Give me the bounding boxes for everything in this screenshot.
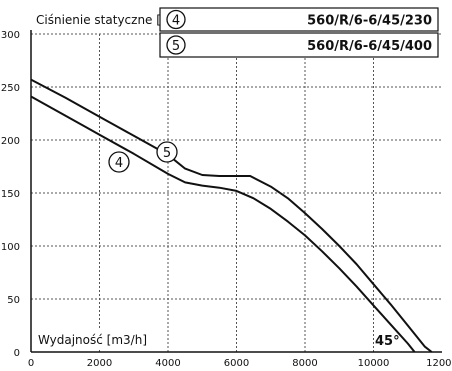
- legend-entry-5-label: 560/R/6-6/45/400: [307, 39, 432, 54]
- curve-5: [30, 78, 433, 353]
- x-tick-label: 0: [28, 358, 34, 369]
- x-tick-label: 6000: [224, 358, 249, 369]
- legend-entry-5-box: [159, 32, 439, 58]
- xlabel-box: [34, 328, 154, 350]
- legend-entry-5-id: 5: [172, 39, 180, 54]
- x-tick-label: 8000: [292, 358, 317, 369]
- legend-entry-4-label: 560/R/6-6/45/230: [307, 14, 432, 29]
- legend-entry-4-box: [159, 7, 439, 32]
- y-tick-label: 300: [1, 30, 20, 41]
- y-tick-label: 150: [1, 189, 20, 200]
- x-tick-label: 2000: [87, 358, 112, 369]
- curve-label-5-circle: [156, 141, 178, 163]
- legend-entry-5-marker: [166, 35, 186, 55]
- y-tick-label: 100: [1, 242, 20, 253]
- x-axis-label: Wydajność [m3/h]: [38, 333, 147, 347]
- x-tick-label: 4000: [155, 358, 180, 369]
- curve-label-5-text: 5: [163, 146, 171, 161]
- grid: [31, 33, 442, 352]
- curves: [30, 78, 433, 353]
- legend: 4 560/R/6-6/45/230 5 560/R/6-6/45/400: [159, 7, 439, 58]
- y-tick-label: 50: [7, 295, 20, 306]
- curve-label-4: 4: [108, 151, 130, 173]
- blade-angle-annotation: 45°: [375, 334, 400, 349]
- axes: [30, 30, 442, 353]
- ylabel-box: [33, 6, 168, 31]
- curve-label-4-circle: [108, 151, 130, 173]
- curve-label-5: 5: [156, 141, 178, 163]
- y-tick-label: 200: [1, 136, 20, 147]
- curve-label-4-text: 4: [115, 156, 123, 171]
- x-tick-label: 10000: [358, 358, 390, 369]
- legend-entry-4-id: 4: [172, 14, 180, 29]
- legend-entry-4-marker: [166, 9, 186, 30]
- y-tick-label: 250: [1, 83, 20, 94]
- y-tick-label: 0: [14, 348, 20, 359]
- curve-4: [30, 95, 416, 353]
- y-axis-label: Ciśnienie statyczne [Pa]: [36, 13, 180, 27]
